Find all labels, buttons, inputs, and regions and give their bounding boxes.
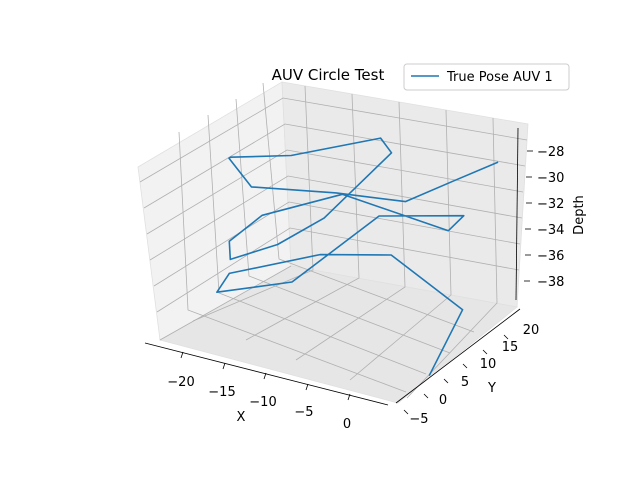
x-tick-label: −20 xyxy=(167,375,194,390)
z-tick-label: −32 xyxy=(537,197,564,212)
y-tick-label: −5 xyxy=(409,412,428,427)
legend-label: True Pose AUV 1 xyxy=(446,70,553,85)
axes-3d: −20 −15 −10 −5 0 −5 0 5 10 15 20 −28 −30… xyxy=(137,63,587,432)
legend-frame xyxy=(403,63,570,91)
x-axis-label: X xyxy=(237,410,246,425)
x-tick-label: −15 xyxy=(208,385,235,400)
x-tick-label: −10 xyxy=(249,395,276,410)
x-axis-line xyxy=(144,342,389,406)
y-tick-label: 10 xyxy=(480,357,497,372)
grid-lines xyxy=(139,82,528,399)
x-tick-label: 0 xyxy=(343,417,351,432)
x-tick-label: −5 xyxy=(294,405,313,420)
z-tick-marks xyxy=(524,150,533,282)
y-tick-label: 20 xyxy=(523,323,540,338)
y-axis-label: Y xyxy=(487,381,496,396)
z-tick-label: −34 xyxy=(537,223,564,238)
y-axis-line xyxy=(395,308,521,404)
z-tick-label: −36 xyxy=(537,249,564,264)
z-axis-line xyxy=(515,127,519,301)
z-tick-label: −38 xyxy=(537,275,564,290)
z-tick-label: −30 xyxy=(537,171,564,186)
legend: True Pose AUV 1 xyxy=(403,63,570,91)
y-tick-label: 15 xyxy=(502,340,519,355)
y-tick-marks xyxy=(403,334,509,415)
y-tick-label: 5 xyxy=(461,375,469,390)
chart-title: AUV Circle Test xyxy=(272,66,385,84)
x-tick-marks xyxy=(180,351,351,401)
series-line-true-pose-auv-1 xyxy=(216,137,499,377)
y-tick-label: 0 xyxy=(439,393,447,408)
z-tick-label: −28 xyxy=(537,145,564,160)
z-axis-label: Depth xyxy=(572,195,587,235)
